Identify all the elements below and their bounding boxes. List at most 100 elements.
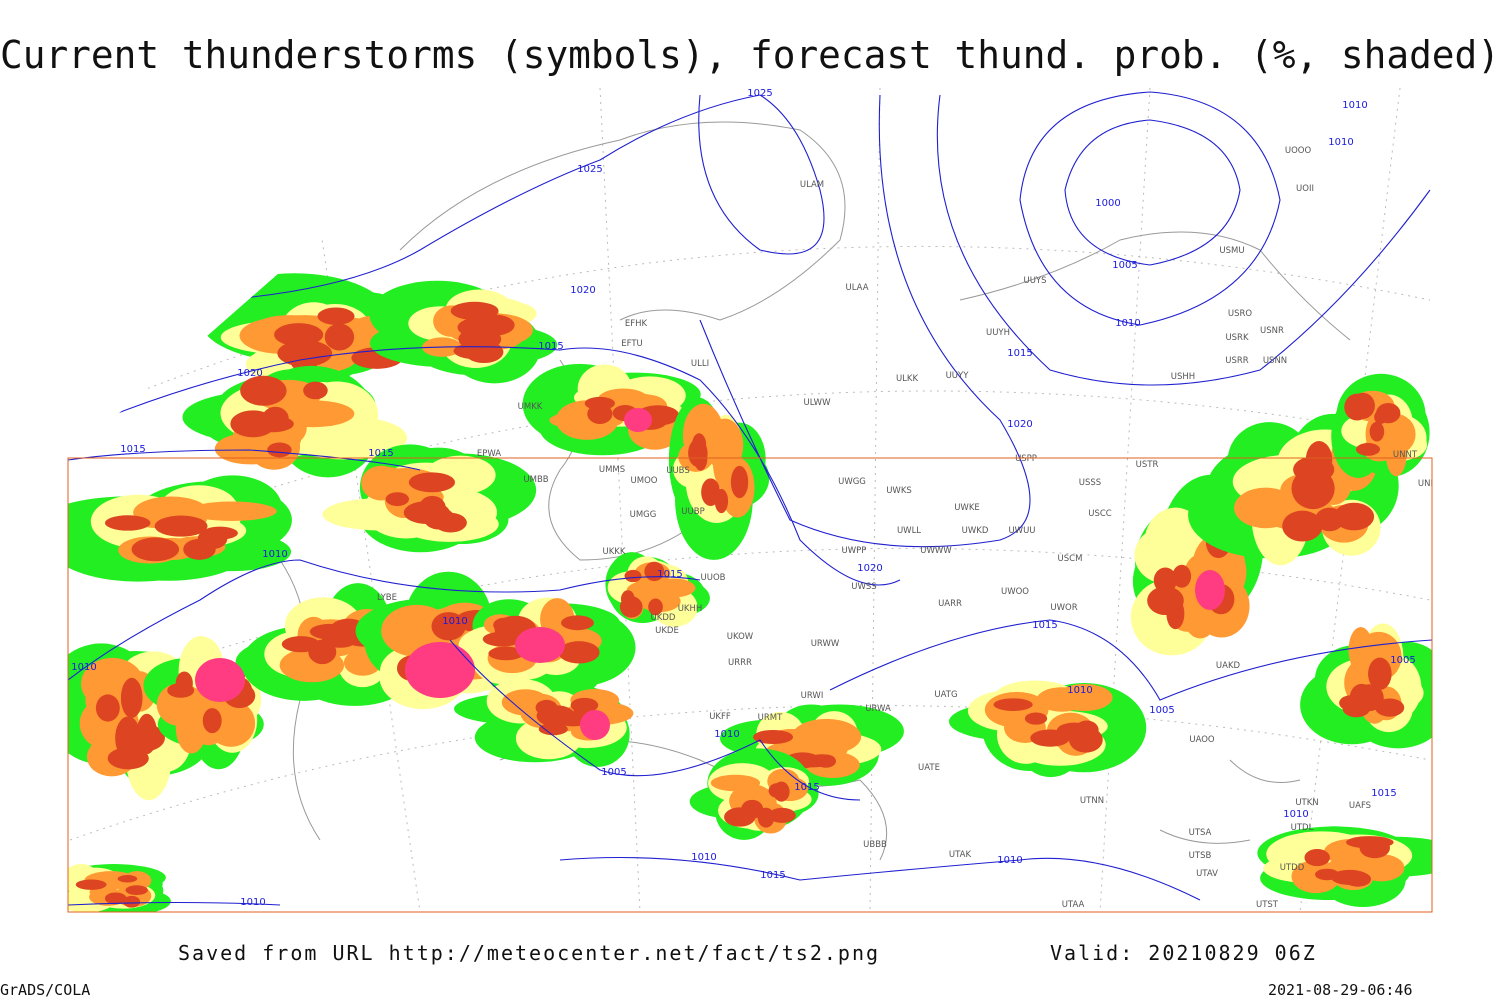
station-code: UATG [934,690,957,700]
isobar-label: 1015 [1032,620,1057,631]
storm-patch [272,400,355,428]
isobar-label: 1025 [577,164,602,175]
station-code: UWKE [954,503,980,513]
isobar-label: 1015 [760,870,785,881]
station-code: USCM [1058,554,1083,564]
station-code: LYBE [377,593,397,603]
storm-patch [768,783,785,798]
station-code: UKHH [678,604,703,614]
storm-patch [385,492,410,507]
storm-patch [536,705,576,727]
storm-patch [1024,712,1048,725]
station-code: UWGG [838,477,866,487]
isobar-label: 1010 [240,897,265,908]
station-code: UUYH [986,328,1010,338]
station-code: EFHK [625,319,648,329]
isobar-label: 1005 [1112,260,1137,271]
station-code: UKDD [651,613,676,623]
storm-patch [993,698,1033,711]
storm-patch [123,895,141,908]
isobar-label: 1015 [657,569,682,580]
storm-patch [309,623,351,640]
storm-patch [187,501,277,522]
station-code: UTAV [1196,869,1218,879]
storm-patch [78,879,105,890]
storm-patch [1333,502,1375,531]
valid-time: Valid: 20210829 06Z [1050,941,1317,965]
isobar-label: 1000 [1095,198,1120,209]
storm-patch [230,410,276,438]
storm-patch [183,538,216,560]
station-code: URRR [728,658,752,668]
storm-patch [125,885,148,896]
station-code: URWW [811,639,840,649]
station-code: UTDD [1280,863,1305,873]
station-code: UNBB [1418,479,1442,489]
storm-patch [175,702,207,754]
timestamp: 2021-08-29-06:46 [1268,981,1413,999]
storm-patch [648,598,663,616]
storm-patch [403,501,450,524]
storm-patch [1350,392,1375,419]
station-code: USRR [1225,356,1249,366]
storm-patch [724,807,756,827]
station-code: ULLI [691,359,709,369]
isobar-label: 1020 [570,285,595,296]
isobar-label: 1005 [1149,705,1174,716]
station-code: UTDL [1291,823,1314,833]
station-code: UWWW [920,546,952,556]
map-frame [67,457,1433,913]
storm-patch [167,683,195,698]
station-code: UKDE [655,626,679,636]
station-code: UATE [918,763,940,773]
isobars [68,91,1432,906]
station-code: UWPP [842,546,867,556]
station-code: USPP [1015,454,1037,464]
station-code: UNNT [1393,450,1418,460]
station-code: USNN [1263,356,1287,366]
station-code: UTAA [1062,900,1085,910]
storm-patch [95,694,120,722]
station-code: UUOB [701,573,726,583]
storm-patch [1376,402,1401,424]
station-code: USRK [1225,333,1249,343]
isobar-label: 1010 [1328,137,1353,148]
station-code: ULWW [804,398,832,408]
station-code: UUBS [666,466,690,476]
isobar-label: 1025 [747,88,772,99]
storm-patch [482,631,522,647]
isobar-label: 1015 [120,444,145,455]
station-code: ULKK [896,374,919,384]
station-code: URWI [801,691,824,701]
isobar-label: 1015 [368,448,393,459]
station-code: UTSA [1189,828,1212,838]
map-area: 1025 1025 1025 1020 1015 1020 1015 1015 1010 1015… [68,88,1442,912]
source-url: Saved from URL http://meteocenter.net/fa… [178,941,880,965]
station-code: UWKS [886,486,912,496]
isobar-label: 1015 [1371,788,1396,799]
storm-patch [464,341,504,364]
storm-patch [107,747,149,770]
storm-patch [1346,836,1394,849]
storm-patch [1055,683,1113,712]
station-code: ULAA [845,283,868,293]
storm-patch [1056,722,1092,739]
storm-patch [1354,684,1384,712]
station-code: UOII [1296,184,1314,194]
station-code: UWLL [897,526,921,536]
station-code: UAFS [1349,801,1371,811]
station-code: UWOR [1050,603,1077,613]
storm-high [515,627,565,663]
isobar-label: 1010 [442,616,467,627]
station-code: UUYS [1023,276,1046,286]
storm-patch [201,526,238,540]
station-code: UTNN [1080,796,1104,806]
storm-patch [1344,871,1371,887]
station-code: UTAK [949,850,972,860]
storm-patch [408,472,456,493]
station-code: UTKN [1295,798,1318,808]
storm-patch [308,639,337,665]
station-code: UMOO [631,476,658,486]
station-code: UMMS [599,465,625,475]
